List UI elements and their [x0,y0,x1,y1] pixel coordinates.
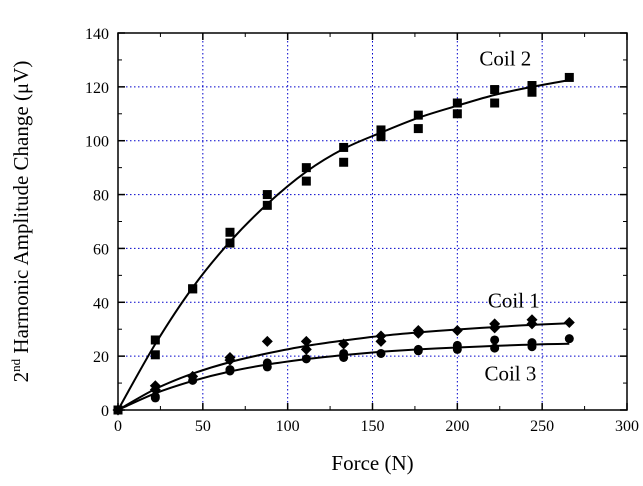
series-label-coil-3: Coil 3 [484,361,536,385]
data-point-coil-3 [564,334,574,344]
data-point-coil-3 [452,344,462,354]
data-point-coil-2 [376,132,386,142]
data-point-coil-2 [150,350,160,360]
data-point-coil-3 [376,348,386,358]
data-point-coil-2 [413,124,423,134]
data-point-coil-2 [301,163,311,173]
data-point-coil-3 [490,335,500,345]
x-tick-label: 100 [276,418,300,435]
data-point-coil-2 [339,142,349,152]
y-axis-title-prefix: 2 [9,372,33,383]
x-tick-label: 300 [615,418,639,435]
data-point-coil-3 [301,354,311,364]
y-axis-title: 2nd Harmonic Amplitude Change (μV) [8,61,33,383]
data-point-coil-2 [452,98,462,108]
data-point-coil-1 [338,338,350,350]
data-point-coil-1 [300,335,312,347]
data-point-coil-3 [150,393,160,403]
data-point-coil-3 [339,352,349,362]
data-point-coil-2 [150,335,160,345]
data-point-coil-2 [527,81,537,91]
data-point-coil-2 [262,200,272,210]
data-point-coil-3 [188,375,198,385]
data-point-coil-2 [490,85,500,95]
x-tick-label: 0 [114,418,122,435]
data-point-coil-2 [564,72,574,82]
y-tick-label: 80 [93,188,109,205]
data-point-coil-3 [527,342,537,352]
data-point-coil-2 [301,176,311,186]
y-tick-label: 140 [85,26,109,43]
y-tick-label: 120 [85,80,109,97]
series-label-coil-1: Coil 1 [488,289,540,313]
data-point-coil-2 [225,238,235,248]
data-point-coil-2 [376,125,386,135]
x-axis-title: Force (N) [331,451,413,475]
data-point-coil-1 [149,384,161,396]
data-point-coil-3 [262,362,272,372]
data-point-coil-1 [451,325,463,337]
data-point-coil-2 [225,227,235,237]
data-point-coil-3 [490,343,500,353]
x-tick-label: 200 [445,418,469,435]
data-point-coil-2 [188,284,198,294]
data-point-coil-2 [262,190,272,200]
x-tick-label: 50 [195,418,211,435]
series-label-coil-2: Coil 2 [479,46,531,70]
data-point-coil-2 [339,157,349,167]
data-point-coil-3 [225,366,235,376]
y-axis-title-superscript: nd [8,358,23,372]
data-point-coil-1 [224,354,236,366]
data-point-coil-1 [375,335,387,347]
data-point-coil-3 [413,346,423,356]
data-point-coil-2 [413,110,423,120]
x-tick-label: 250 [530,418,554,435]
y-tick-label: 40 [93,295,109,312]
y-tick-label: 60 [93,241,109,258]
y-tick-label: 100 [85,134,109,151]
data-point-coil-1 [412,327,424,339]
x-tick-label: 150 [361,418,385,435]
data-point-coil-2 [490,98,500,108]
grid-lines [118,33,627,410]
data-point-coil-2 [527,87,537,97]
data-point-coil-1 [300,343,312,355]
y-axis-title-rest: Harmonic Amplitude Change (μV) [9,61,33,359]
data-point-coil-1 [563,316,575,328]
data-point-coil-1 [489,322,501,334]
axis-ticks: 0 50 100 150 200 250 300 0 20 40 60 80 100 120 140 [85,26,639,435]
y-tick-label: 20 [93,349,109,366]
y-tick-label: 0 [101,403,109,420]
data-point-coil-2 [452,109,462,119]
data-point-coil-1 [526,318,538,330]
data-markers [112,72,575,416]
data-point-coil-1 [261,335,273,347]
